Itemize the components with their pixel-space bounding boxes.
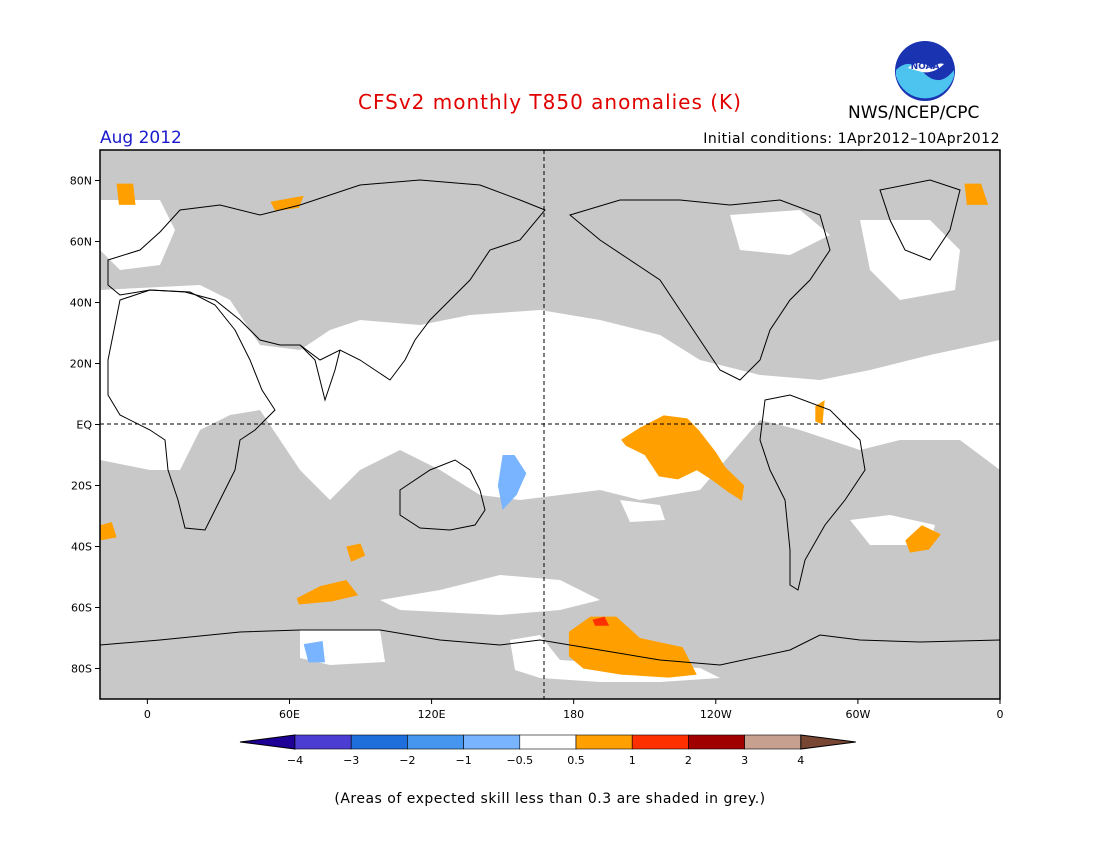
- south-america-coastline: [759, 394, 866, 591]
- colorbar-label: −3: [343, 754, 359, 767]
- lat-label: 80N: [70, 175, 92, 188]
- coral-sea-cold-anomaly: [497, 455, 527, 510]
- colorbar-cell: [463, 734, 521, 750]
- arctic-greenland-sea-warm-anomaly-2: [964, 183, 989, 205]
- amundsen-sea-warm-core: [592, 616, 610, 626]
- south-atlantic-warm-anomaly: [100, 522, 117, 541]
- lon-label: 180: [563, 708, 584, 721]
- colorbar-cell: [350, 734, 408, 750]
- colorbar-cell: [519, 734, 577, 750]
- colorbar-cell: [744, 734, 802, 750]
- colorbar-cell: [294, 734, 352, 750]
- southern-ocean-skill-region: [380, 575, 600, 615]
- lat-label: 60N: [70, 236, 92, 249]
- anomaly-map: 80N 60N 40N 20N EQ 20S 40S 60S 80S 0 60E 120E 180 12…: [70, 149, 1004, 721]
- colorbar-label: −0.5: [506, 754, 533, 767]
- lon-label: 120W: [700, 708, 732, 721]
- lat-label: EQ: [76, 419, 92, 432]
- colorbar-label: −1: [455, 754, 471, 767]
- lon-label: 120E: [418, 708, 446, 721]
- lat-label: 40N: [70, 297, 92, 310]
- tropical-skill-region: [100, 285, 1000, 500]
- coastlines: [99, 179, 1001, 666]
- footnote: (Areas of expected skill less than 0.3 a…: [334, 791, 766, 807]
- colorbar-labels: −4 −3 −2 −1 −0.5 0.5 1 2 3 4: [287, 754, 804, 767]
- siberia-skill-region: [730, 210, 830, 255]
- colorbar-label: 4: [797, 754, 804, 767]
- lon-label: 0: [144, 708, 151, 721]
- colorbar-label: 0.5: [567, 754, 585, 767]
- north-america-coastline: [568, 199, 831, 381]
- colorbar-label: 1: [629, 754, 636, 767]
- colorbar-cell: [688, 734, 745, 750]
- south-pacific-skill-patch: [620, 500, 665, 522]
- anomaly-features: [100, 183, 989, 678]
- south-atlantic-warm-anomaly-2: [905, 525, 941, 553]
- north-atlantic-skill-region: [860, 220, 960, 300]
- south-america-coast-warm-anomaly: [815, 400, 825, 425]
- initial-conditions-label: Initial conditions: 1Apr2012–10Apr2012: [703, 131, 1000, 147]
- lat-label: 60S: [71, 602, 92, 615]
- valid-month-label: Aug 2012: [100, 128, 182, 148]
- longitude-labels: 0 60E 120E 180 120W 60W 0: [144, 699, 1004, 721]
- latitude-labels: 80N 60N 40N 20N EQ 20S 40S 60S 80S: [70, 175, 100, 676]
- arctic-greenland-sea-warm-anomaly: [116, 183, 136, 205]
- colorbar-cell: [575, 734, 633, 750]
- lat-label: 40S: [71, 541, 92, 554]
- southern-indian-ocean-warm-anomaly: [296, 580, 359, 605]
- map-title: CFSv2 monthly T850 anomalies (K): [358, 90, 742, 114]
- organization-label: NWS/NCEP/CPC: [848, 103, 980, 123]
- greenland-skill-region: [100, 200, 175, 270]
- lon-label: 60W: [845, 708, 870, 721]
- barents-sea-warm-anomaly: [270, 195, 304, 211]
- colorbar-label: −4: [287, 754, 303, 767]
- colorbar-label: 3: [741, 754, 748, 767]
- svg-text:NOAA: NOAA: [911, 62, 940, 72]
- lon-label: 60E: [279, 708, 300, 721]
- africa-coastline: [107, 289, 276, 531]
- colorbar-cell: [631, 734, 689, 750]
- lon-label: 0: [997, 708, 1004, 721]
- antarctica-coastline: [99, 629, 1001, 666]
- colorbar-cells: [239, 734, 856, 750]
- lat-label: 20S: [71, 480, 92, 493]
- graticule: [100, 150, 1000, 699]
- australia-coastline: [399, 459, 486, 531]
- lat-label: 80S: [71, 663, 92, 676]
- amundsen-sea-warm-anomaly: [568, 616, 697, 678]
- noaa-logo: NOAA: [895, 41, 955, 101]
- antarctic-coast-cold-anomaly: [303, 641, 325, 663]
- lat-label: 20N: [70, 358, 92, 371]
- colorbar-label: 2: [685, 754, 692, 767]
- colorbar-label: −2: [399, 754, 415, 767]
- southern-indian-ocean-warm-anomaly-2: [346, 543, 366, 562]
- colorbar-low-arrow: [239, 734, 296, 750]
- colorbar-high-arrow: [800, 734, 856, 750]
- eastern-tropical-pacific-warm-anomaly: [621, 415, 745, 501]
- india-coastline: [299, 344, 341, 402]
- eurasia-coastline: [107, 179, 546, 381]
- colorbar-cell: [407, 734, 464, 750]
- greenland-coastline: [879, 179, 961, 261]
